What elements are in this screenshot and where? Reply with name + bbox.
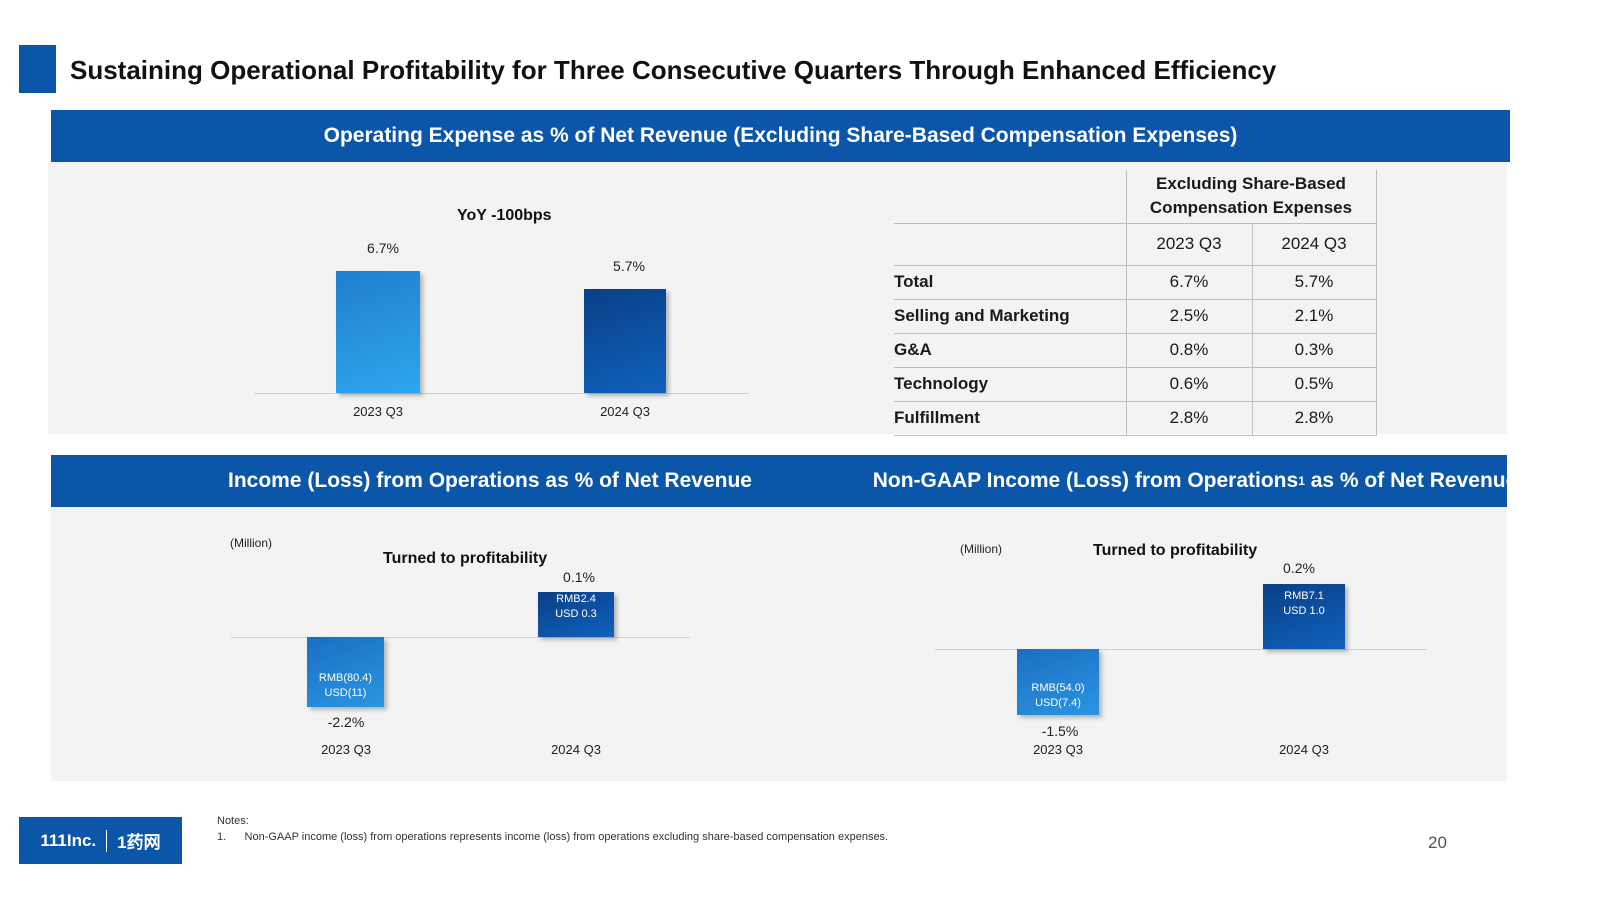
footnotes: Notes: 1. Non-GAAP income (loss) from op… [217, 815, 888, 843]
income-xlabel-2023q3: 2023 Q3 [321, 742, 371, 757]
income-xlabel-2024q3: 2024 Q3 [551, 742, 601, 757]
table-cell: 2.8% [1251, 400, 1377, 436]
nongaap-bar-2023q3 [1017, 649, 1099, 715]
table-cell: 0.3% [1251, 332, 1377, 367]
income-bar-amount-2023q3: RMB(80.4) USD(11) [307, 671, 384, 701]
opex-xlabel-2023q3: 2023 Q3 [353, 404, 403, 419]
opex-xlabel-2024q3: 2024 Q3 [600, 404, 650, 419]
table-cell: 5.7% [1251, 264, 1377, 299]
table-header: Excluding Share-Based Compensation Expen… [1125, 170, 1377, 223]
nongaap-unit-label: (Million) [960, 542, 1002, 556]
table-cell: 0.6% [1125, 366, 1252, 401]
income-unit-label: (Million) [230, 536, 272, 550]
note-item: 1. Non-GAAP income (loss) from operation… [217, 831, 889, 843]
nongaap-rmb-2023q3: RMB(54.0) [1031, 682, 1085, 694]
table-row-label: Total [894, 264, 1126, 299]
nongaap-title-post: as % of Net Revenue [1304, 469, 1518, 492]
table-cell: 6.7% [1125, 264, 1252, 299]
table-col-2024q3: 2024 Q3 [1251, 222, 1377, 265]
nongaap-bar-amount-2023q3: RMB(54.0) USD(7.4) [1017, 681, 1099, 711]
table-cell: 0.8% [1125, 332, 1252, 367]
opex-chart-note: YoY -100bps [457, 207, 552, 224]
opex-chart-axis [254, 393, 749, 394]
table-row: Selling and Marketing 2.5% 2.1% [894, 298, 1377, 333]
nongaap-section-header: Non-GAAP Income (Loss) from Operations 1 … [873, 455, 1518, 507]
opex-value-2023q3: 6.7% [367, 240, 399, 257]
bottom-section-band [51, 455, 1507, 507]
slide-title: Sustaining Operational Profitability for… [70, 55, 1277, 85]
income-rmb-2023q3: RMB(80.4) [318, 672, 373, 684]
nongaap-rmb-2024q3: RMB7.1 [1284, 590, 1324, 602]
nongaap-value-2024q3: 0.2% [1283, 560, 1315, 576]
table-row: Fulfillment 2.8% 2.8% [894, 400, 1377, 436]
opex-bar-2023q3 [336, 271, 420, 393]
income-chart-axis [231, 637, 690, 638]
income-section-header: Income (Loss) from Operations as % of Ne… [228, 469, 752, 492]
table-cell: 2.8% [1125, 400, 1252, 436]
nongaap-bar-amount-2024q3: RMB7.1 USD 1.0 [1263, 589, 1345, 619]
opex-breakdown-table: Excluding Share-Based Compensation Expen… [894, 170, 1377, 436]
nongaap-title-footnote: 1 [1298, 474, 1305, 488]
nongaap-usd-2024q3: USD 1.0 [1283, 605, 1325, 617]
logo-divider [106, 829, 108, 852]
logo-left-text: 111Inc. [40, 830, 97, 850]
income-usd-2024q3: USD 0.3 [555, 608, 597, 620]
table-row-label: Selling and Marketing [894, 298, 1126, 333]
opex-section-header: Operating Expense as % of Net Revenue (E… [51, 110, 1510, 162]
table-header-line1: Excluding Share-Based [1156, 174, 1346, 194]
nongaap-chart-note: Turned to profitability [1093, 542, 1258, 559]
logo-right-text: 1药网 [117, 833, 161, 852]
income-rmb-2024q3: RMB2.4 [556, 593, 596, 605]
income-value-2024q3: 0.1% [563, 569, 595, 585]
income-usd-2023q3: USD(11) [324, 687, 367, 699]
table-cell: 2.1% [1251, 298, 1377, 333]
nongaap-value-2023q3: -1.5% [1041, 723, 1079, 739]
table-cell: 2.5% [1125, 298, 1252, 333]
title-accent-square [19, 45, 56, 93]
income-bar-2023q3 [307, 637, 384, 708]
opex-bar-2024q3 [584, 289, 666, 393]
table-cell: 0.5% [1251, 366, 1377, 401]
nongaap-title-pre: Non-GAAP Income (Loss) from Operations [872, 469, 1299, 492]
nongaap-xlabel-2024q3: 2024 Q3 [1279, 742, 1329, 757]
table-row-label: G&A [894, 332, 1126, 367]
table-col-2023q3: 2023 Q3 [1125, 222, 1252, 265]
nongaap-chart-axis [935, 649, 1427, 650]
table-row-label: Technology [894, 366, 1126, 401]
opex-value-2024q3: 5.7% [613, 258, 645, 275]
nongaap-bar-2024q3 [1263, 584, 1345, 649]
income-value-2023q3: -2.2% [327, 714, 365, 730]
page-number: 20 [1428, 833, 1447, 852]
income-bar-amount-2024q3: RMB2.4 USD 0.3 [538, 592, 614, 622]
nongaap-xlabel-2023q3: 2023 Q3 [1033, 742, 1083, 757]
income-bar-2024q3 [538, 592, 614, 637]
table-row: Technology 0.6% 0.5% [894, 366, 1377, 401]
nongaap-usd-2023q3: USD(7.4) [1035, 697, 1081, 709]
table-header-line2: Compensation Expenses [1149, 198, 1353, 218]
table-row-label: Fulfillment [894, 400, 1126, 436]
table-row: G&A 0.8% 0.3% [894, 332, 1377, 367]
income-chart-note: Turned to profitability [383, 550, 548, 567]
notes-heading: Notes: [217, 815, 249, 827]
company-logo: 111Inc. 1药网 [19, 817, 182, 864]
table-row: Total 6.7% 5.7% [894, 264, 1377, 299]
